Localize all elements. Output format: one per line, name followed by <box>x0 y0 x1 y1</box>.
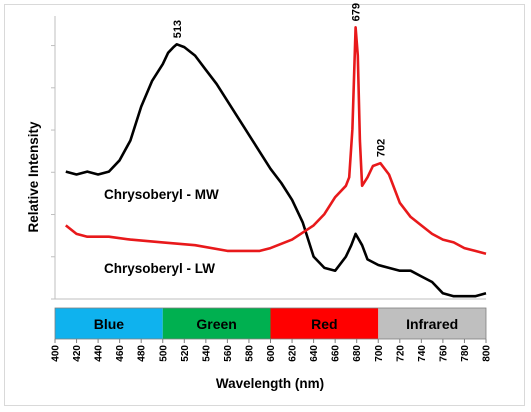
peak-label-679: 679 <box>351 3 363 21</box>
series-lines <box>64 26 487 298</box>
x-tick-label: 740 <box>417 345 428 362</box>
band-blue <box>55 308 163 339</box>
band-red <box>270 308 379 339</box>
series-label-mw: Chrysoberyl - MW <box>104 187 219 202</box>
x-tick-label: 680 <box>352 345 363 362</box>
band-label-blue: Blue <box>94 316 125 332</box>
x-tick-label: 640 <box>309 345 320 362</box>
x-tick-label: 480 <box>137 345 148 362</box>
peak-label-513: 513 <box>172 20 184 38</box>
chart-labels: 513 679 702 Chrysoberyl - MW Chrysoberyl - L… <box>104 3 387 276</box>
series-line-lw <box>64 26 487 255</box>
series-line-mw <box>65 43 487 298</box>
band-label-infrared: Infrared <box>406 316 458 332</box>
plot-axes <box>51 16 486 300</box>
x-tick-label: 560 <box>223 345 234 362</box>
x-axis-title: Wavelength (nm) <box>216 376 324 391</box>
x-tick-label: 800 <box>482 345 493 362</box>
x-tick-label: 780 <box>460 345 471 362</box>
band-label-red: Red <box>311 316 337 332</box>
series-label-lw: Chrysoberyl - LW <box>104 261 215 276</box>
band-green <box>162 308 271 339</box>
x-tick-label: 460 <box>115 345 126 362</box>
x-tick-label: 400 <box>51 345 62 362</box>
x-tick-label: 500 <box>158 345 169 362</box>
y-axis-title: Relative Intensity <box>26 121 41 233</box>
x-tick-label: 580 <box>244 345 255 362</box>
x-tick-label: 660 <box>331 345 342 362</box>
band-infrared <box>378 308 486 339</box>
band-label-green: Green <box>196 316 236 332</box>
x-tick-label: 520 <box>180 345 191 362</box>
x-tick-label: 620 <box>288 345 299 362</box>
color-bands: Blue Green Red Infrared <box>54 307 487 343</box>
x-tick-label: 700 <box>374 345 385 362</box>
x-tick-label: 440 <box>94 345 105 362</box>
x-tick-label: 720 <box>395 345 406 362</box>
x-tick-label: 760 <box>438 345 449 362</box>
peak-label-702: 702 <box>375 139 387 157</box>
x-tick-labels: 400 420 440 460 480 500 520 540 560 580 600 620 640 6… <box>51 345 493 362</box>
x-tick-label: 600 <box>266 345 277 362</box>
x-tick-label: 420 <box>72 345 83 362</box>
x-tick-label: 540 <box>201 345 212 362</box>
